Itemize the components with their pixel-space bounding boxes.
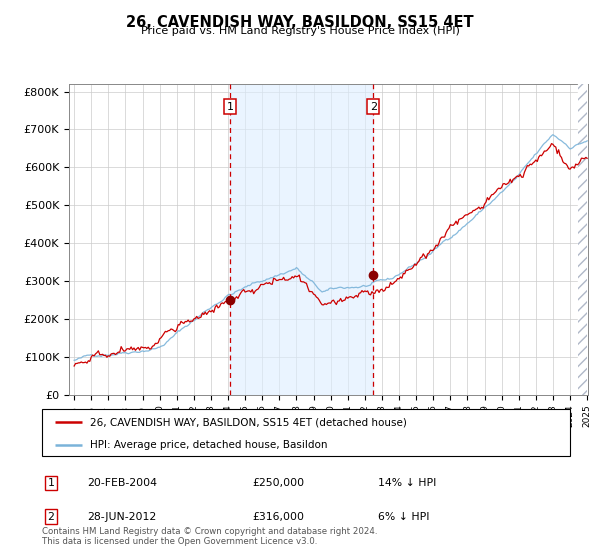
Bar (230, 84, 373, 395)
Text: 26, CAVENDISH WAY, BASILDON, SS15 4ET (detached house): 26, CAVENDISH WAY, BASILDON, SS15 4ET (d… (89, 417, 406, 427)
Text: 2: 2 (47, 512, 55, 521)
Text: HPI: Average price, detached house, Basildon: HPI: Average price, detached house, Basi… (89, 440, 327, 450)
Text: 2: 2 (370, 102, 377, 112)
Bar (578, 84, 587, 395)
Bar (578, 84, 587, 395)
Text: £316,000: £316,000 (252, 512, 304, 521)
Text: Price paid vs. HM Land Registry's House Price Index (HPI): Price paid vs. HM Land Registry's House … (140, 26, 460, 36)
Text: 6% ↓ HPI: 6% ↓ HPI (378, 512, 430, 521)
FancyBboxPatch shape (42, 409, 570, 456)
Text: £250,000: £250,000 (252, 478, 304, 488)
Text: 26, CAVENDISH WAY, BASILDON, SS15 4ET: 26, CAVENDISH WAY, BASILDON, SS15 4ET (126, 15, 474, 30)
Text: 28-JUN-2012: 28-JUN-2012 (87, 512, 156, 521)
Text: 1: 1 (227, 102, 234, 112)
Text: 1: 1 (47, 478, 55, 488)
Text: Contains HM Land Registry data © Crown copyright and database right 2024.
This d: Contains HM Land Registry data © Crown c… (42, 526, 377, 546)
Text: 20-FEB-2004: 20-FEB-2004 (87, 478, 157, 488)
Text: 14% ↓ HPI: 14% ↓ HPI (378, 478, 436, 488)
